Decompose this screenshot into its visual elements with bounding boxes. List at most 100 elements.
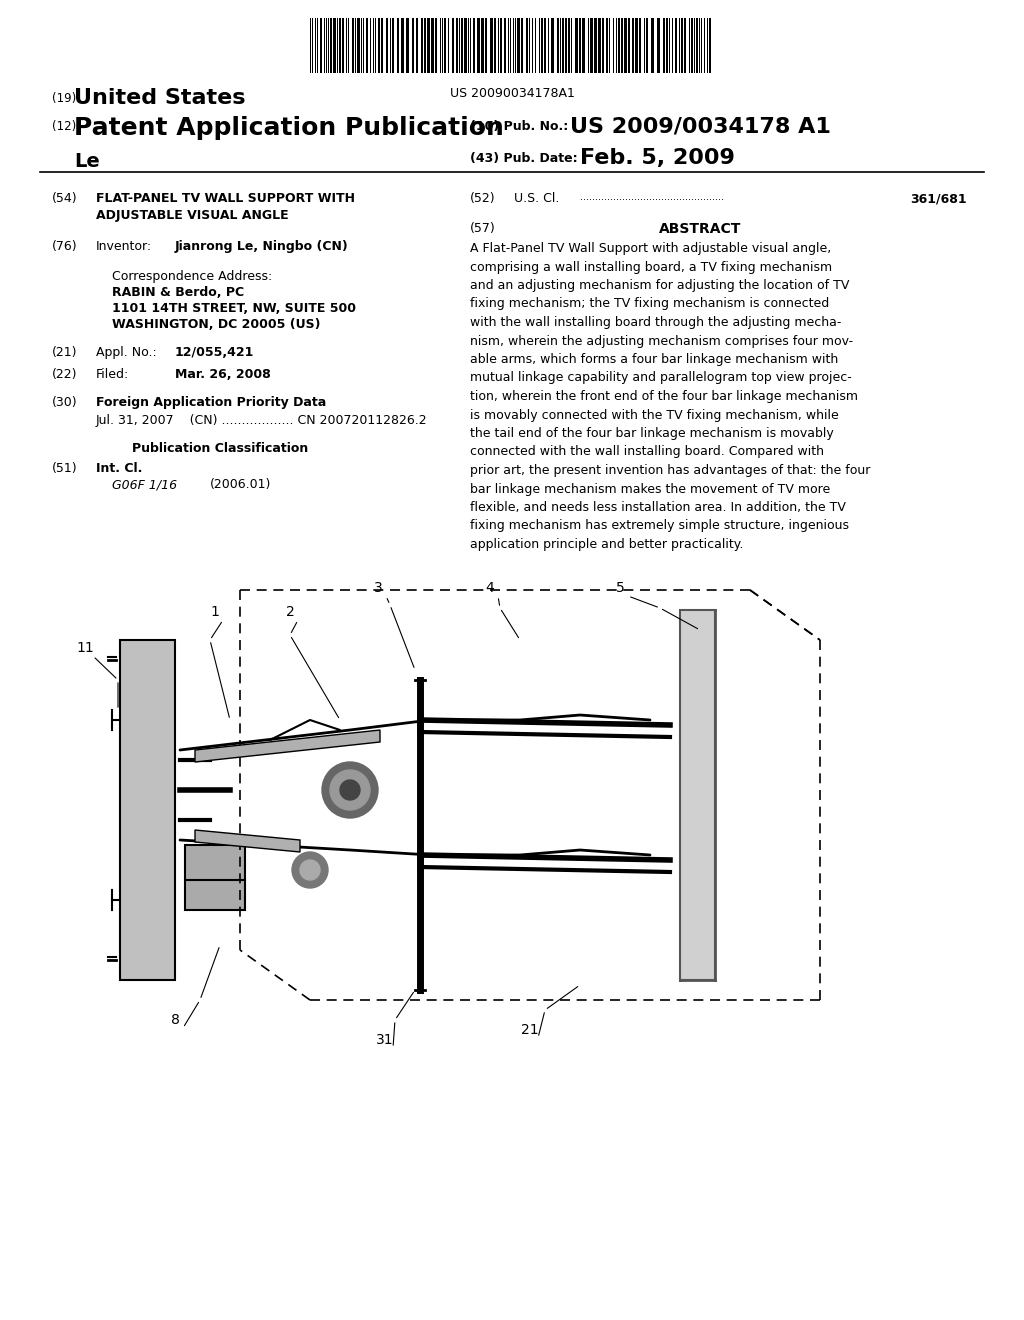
Circle shape <box>300 861 319 880</box>
Bar <box>357 18 360 73</box>
Bar <box>551 18 554 73</box>
Circle shape <box>292 851 328 888</box>
Bar <box>526 18 528 73</box>
Bar <box>473 18 475 73</box>
Text: 8: 8 <box>171 1012 179 1027</box>
Text: Int. Cl.: Int. Cl. <box>96 462 142 475</box>
Text: Patent Application Publication: Patent Application Publication <box>74 116 504 140</box>
Bar <box>696 18 698 73</box>
Bar <box>494 18 496 73</box>
Text: U.S. Cl.: U.S. Cl. <box>514 191 559 205</box>
Bar <box>435 18 437 73</box>
Bar <box>606 18 608 73</box>
Bar <box>598 18 601 73</box>
Bar <box>500 18 502 73</box>
Bar <box>590 18 593 73</box>
Text: (76): (76) <box>52 240 78 253</box>
Bar <box>339 18 341 73</box>
Bar <box>392 18 394 73</box>
Text: 1: 1 <box>211 605 219 619</box>
Bar <box>594 18 597 73</box>
Text: (22): (22) <box>52 368 78 381</box>
Bar <box>562 18 564 73</box>
Text: Jul. 31, 2007    (CN) .................. CN 200720112826.2: Jul. 31, 2007 (CN) .................. CN… <box>96 414 428 426</box>
Text: (19): (19) <box>52 92 76 106</box>
Text: (21): (21) <box>52 346 78 359</box>
Circle shape <box>330 770 370 810</box>
Bar <box>628 18 630 73</box>
Bar <box>557 18 559 73</box>
Bar <box>541 18 543 73</box>
Bar <box>635 18 638 73</box>
Bar <box>632 18 634 73</box>
Bar <box>366 18 368 73</box>
Bar <box>657 18 660 73</box>
Text: 1101 14TH STREET, NW, SUITE 500: 1101 14TH STREET, NW, SUITE 500 <box>112 302 356 315</box>
Bar <box>504 18 506 73</box>
Text: (52): (52) <box>470 191 496 205</box>
Text: Filed:: Filed: <box>96 368 129 381</box>
Polygon shape <box>195 830 300 851</box>
Circle shape <box>340 780 360 800</box>
Bar <box>579 18 581 73</box>
Bar <box>477 18 480 73</box>
Text: 5: 5 <box>615 581 625 595</box>
Bar <box>421 18 423 73</box>
Text: 2: 2 <box>286 605 294 619</box>
Text: (10) Pub. No.:: (10) Pub. No.: <box>470 120 568 133</box>
Circle shape <box>322 762 378 818</box>
Bar <box>517 18 520 73</box>
Bar <box>624 18 627 73</box>
Bar <box>401 18 404 73</box>
Text: US 2009/0034178 A1: US 2009/0034178 A1 <box>570 116 830 136</box>
Text: 3: 3 <box>374 581 382 595</box>
Bar <box>675 18 677 73</box>
Text: Correspondence Address:: Correspondence Address: <box>112 271 272 282</box>
Bar <box>481 18 484 73</box>
Bar <box>544 18 546 73</box>
Text: RABIN & Berdo, PC: RABIN & Berdo, PC <box>112 286 244 300</box>
Text: 361/681: 361/681 <box>910 191 967 205</box>
Bar <box>386 18 388 73</box>
Bar <box>681 18 683 73</box>
Text: G06F 1/16: G06F 1/16 <box>112 478 177 491</box>
Bar <box>639 18 641 73</box>
Bar <box>352 18 354 73</box>
Bar <box>582 18 585 73</box>
Text: Jianrong Le, Ningbo (CN): Jianrong Le, Ningbo (CN) <box>175 240 349 253</box>
Bar <box>485 18 487 73</box>
Text: Publication Classification: Publication Classification <box>132 442 308 455</box>
Bar <box>568 18 570 73</box>
Text: Inventor:: Inventor: <box>96 240 153 253</box>
Bar <box>342 18 344 73</box>
Bar <box>666 18 668 73</box>
Text: Le: Le <box>74 152 99 172</box>
Bar <box>185 845 245 909</box>
Bar <box>709 18 711 73</box>
Bar <box>602 18 604 73</box>
Text: ABSTRACT: ABSTRACT <box>658 222 741 236</box>
Text: 31: 31 <box>376 1034 394 1047</box>
Text: Feb. 5, 2009: Feb. 5, 2009 <box>580 148 735 168</box>
Bar <box>381 18 383 73</box>
Bar <box>378 18 380 73</box>
Text: 12/055,421: 12/055,421 <box>175 346 254 359</box>
Bar <box>427 18 430 73</box>
Bar <box>416 18 418 73</box>
Bar <box>333 18 336 73</box>
Text: Appl. No.:: Appl. No.: <box>96 346 157 359</box>
Text: FLAT-PANEL TV WALL SUPPORT WITH
ADJUSTABLE VISUAL ANGLE: FLAT-PANEL TV WALL SUPPORT WITH ADJUSTAB… <box>96 191 355 222</box>
Text: (54): (54) <box>52 191 78 205</box>
Bar <box>621 18 623 73</box>
Text: Mar. 26, 2008: Mar. 26, 2008 <box>175 368 270 381</box>
Bar <box>330 18 332 73</box>
Text: 11: 11 <box>76 642 94 655</box>
Bar <box>521 18 523 73</box>
Bar <box>680 610 715 979</box>
Text: (43) Pub. Date:: (43) Pub. Date: <box>470 152 578 165</box>
Bar <box>565 18 567 73</box>
Polygon shape <box>195 730 380 762</box>
Bar <box>412 18 414 73</box>
Text: (2006.01): (2006.01) <box>210 478 271 491</box>
Bar <box>651 18 654 73</box>
